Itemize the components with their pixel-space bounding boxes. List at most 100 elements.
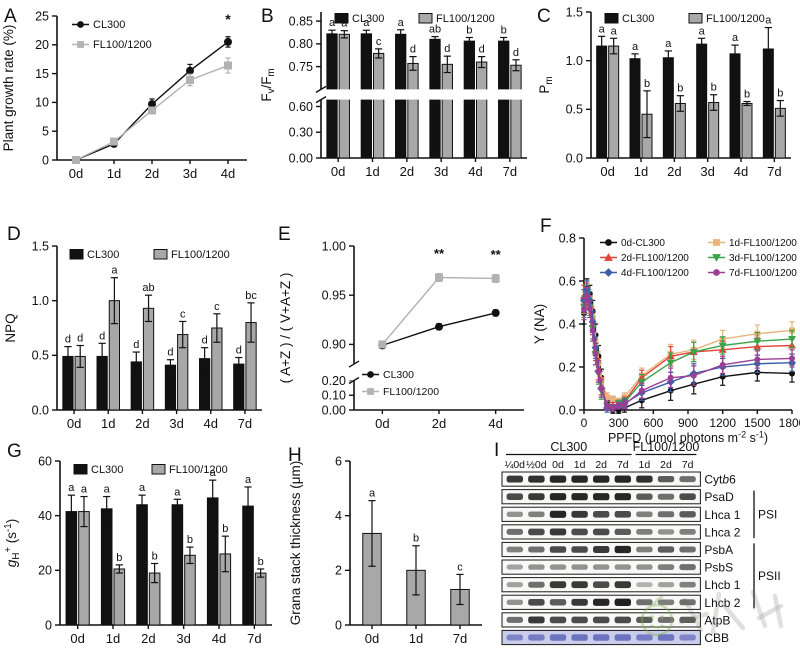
panel-label-a: A — [4, 6, 17, 27]
panel-c: C 0.0 0.5 1.0 1.5 Pm 0d 1d 2d 3d 4d 7d a a a a a a a b b b b b C… — [533, 0, 800, 205]
panel-e-chart: E 0.000.100.20 0.90 0.95 1.00 ( A+Z ) / ( V+A… — [278, 224, 525, 431]
series-fl100-1200: a b b b b b — [78, 484, 267, 626]
svg-text:b: b — [711, 82, 717, 94]
svg-text:0.85: 0.85 — [289, 14, 313, 28]
svg-text:c: c — [376, 36, 382, 48]
series-7d-fl100-1200 — [581, 286, 795, 412]
svg-text:1d: 1d — [107, 166, 121, 181]
svg-text:0: 0 — [335, 618, 342, 632]
svg-text:a: a — [732, 32, 739, 44]
blot-row-9 — [501, 629, 701, 646]
svg-text:b: b — [744, 89, 750, 101]
svg-text:0.60: 0.60 — [289, 100, 313, 114]
svg-text:a: a — [341, 18, 348, 30]
blot-row-4 — [501, 541, 701, 558]
panel-b: B 0.00 0.30 0.60 0.75 0.80 0.85 Fv/Fm 0d 1d 2d 3d 4d… — [255, 0, 533, 205]
svg-text:a: a — [369, 488, 376, 500]
svg-text:0.00: 0.00 — [322, 403, 346, 417]
legend: CL300 FL100/1200 — [69, 249, 230, 261]
svg-text:CL300: CL300 — [91, 464, 123, 476]
svg-text:Lhca 1: Lhca 1 — [704, 508, 740, 522]
legend: CL300 FL100/1200 — [362, 369, 439, 398]
svg-text:b: b — [413, 533, 419, 545]
panel-d: D 0.0 0.5 1.0 1.5 NPQ 0d 1d 2d 3d 4d 7d d d d d d d d a ab c c… — [0, 200, 270, 440]
svg-text:¼0d: ¼0d — [505, 459, 526, 471]
svg-text:1200: 1200 — [709, 416, 736, 430]
svg-text:d: d — [410, 44, 416, 56]
legend: CL300 FL100/1200 — [73, 464, 228, 476]
svg-text:0.80: 0.80 — [289, 37, 313, 51]
svg-text:Lhcb 1: Lhcb 1 — [704, 578, 740, 592]
svg-text:a: a — [111, 265, 118, 277]
svg-text:1d: 1d — [409, 631, 423, 646]
svg-text:ab: ab — [142, 282, 154, 294]
series-cl300 — [72, 36, 232, 164]
panel-g: G 0 20 40 60 gH+ (s-1) 0d 1d 2d 3d 4d 7d a a a a a a a b b b b… — [0, 435, 280, 660]
svg-text:3d-FL100/1200: 3d-FL100/1200 — [729, 253, 797, 264]
svg-text:15: 15 — [35, 67, 49, 81]
panel-f: F 0.0 0.2 0.4 0.6 0.8 Y (NA) PPFD (μmol photons… — [530, 198, 800, 455]
svg-text:60: 60 — [38, 454, 52, 468]
svg-text:**: ** — [491, 247, 502, 262]
svg-text:0d-CL300: 0d-CL300 — [621, 238, 665, 249]
blot-row-1 — [501, 489, 701, 505]
series-fl100-1200 — [72, 57, 232, 164]
svg-text:2d: 2d — [141, 631, 155, 646]
svg-text:7d: 7d — [453, 631, 467, 646]
svg-text:PsaD: PsaD — [704, 490, 734, 504]
blot-row-7 — [501, 594, 701, 610]
svg-text:0d: 0d — [600, 164, 614, 179]
blot-row-6 — [501, 577, 701, 593]
blot-row-3 — [501, 524, 701, 540]
svg-text:0.95: 0.95 — [322, 289, 346, 303]
svg-text:Pm: Pm — [537, 76, 555, 93]
panel-label-c: C — [537, 6, 551, 27]
svg-text:FL100/1200: FL100/1200 — [436, 13, 495, 25]
svg-text:1d: 1d — [574, 459, 586, 471]
svg-text:3d: 3d — [434, 164, 448, 179]
svg-text:FL100/1200: FL100/1200 — [633, 440, 700, 454]
svg-text:NPQ: NPQ — [3, 313, 18, 342]
svg-text:a: a — [599, 23, 606, 35]
svg-text:b: b — [466, 24, 472, 36]
svg-text:a: a — [632, 41, 639, 53]
svg-text:1.0: 1.0 — [566, 54, 583, 68]
panel-h-chart: H 0 2 4 6 Grana stack thickness (μm) 0d 1d 7d a b c — [288, 445, 482, 646]
svg-text:7d: 7d — [682, 459, 694, 471]
svg-text:1.5: 1.5 — [566, 5, 583, 19]
svg-text:0.0: 0.0 — [32, 403, 49, 417]
svg-text:0.0: 0.0 — [566, 151, 583, 165]
svg-text:c: c — [457, 561, 463, 573]
svg-text:0: 0 — [42, 153, 49, 167]
svg-text:2d: 2d — [145, 166, 159, 181]
svg-text:1d: 1d — [634, 164, 648, 179]
svg-text:4d: 4d — [204, 416, 218, 431]
svg-text:a: a — [245, 474, 252, 486]
svg-text:a: a — [68, 482, 75, 494]
svg-text:0: 0 — [581, 416, 588, 430]
svg-text:2d: 2d — [667, 164, 681, 179]
svg-text:1500: 1500 — [744, 416, 771, 430]
legend: 0d-CL300 1d-FL100/1200 2d-FL100/1200 3d-FL1… — [600, 238, 797, 279]
svg-text:b: b — [677, 83, 683, 95]
svg-text:0.2: 0.2 — [559, 360, 576, 374]
svg-text:1d: 1d — [639, 459, 651, 471]
svg-text:a: a — [329, 17, 336, 29]
svg-text:7d: 7d — [503, 164, 517, 179]
svg-text:FL100/1200: FL100/1200 — [383, 386, 439, 398]
svg-text:0.30: 0.30 — [289, 126, 313, 140]
svg-text:0d: 0d — [67, 416, 81, 431]
svg-text:4d: 4d — [734, 164, 748, 179]
panel-label-b: B — [261, 6, 274, 27]
svg-text:20: 20 — [38, 564, 52, 578]
svg-text:900: 900 — [678, 416, 698, 430]
svg-text:( A+Z ) / ( V+A+Z ): ( A+Z ) / ( V+A+Z ) — [278, 273, 293, 384]
svg-text:d: d — [513, 47, 519, 59]
svg-text:CL300: CL300 — [93, 19, 125, 31]
panel-f-chart: F 0.0 0.2 0.4 0.6 0.8 Y (NA) PPFD (μmol photons… — [532, 216, 800, 445]
